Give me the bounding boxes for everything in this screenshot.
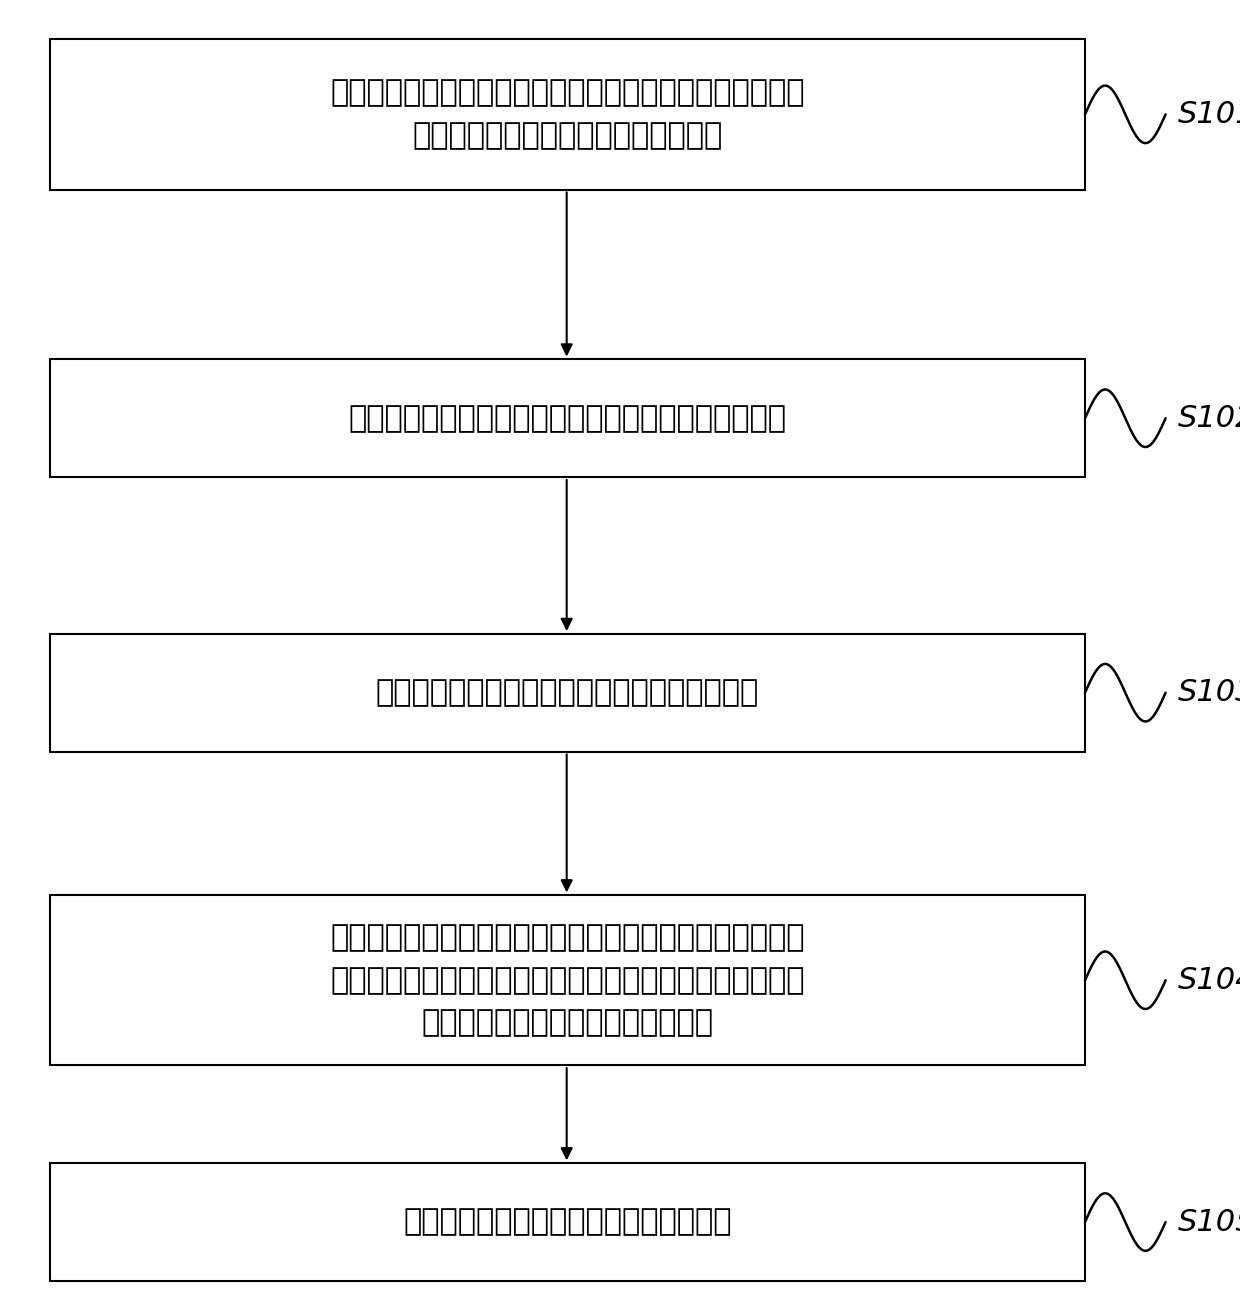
FancyBboxPatch shape xyxy=(50,895,1085,1065)
Text: S101: S101 xyxy=(1178,99,1240,129)
Text: S102: S102 xyxy=(1178,404,1240,433)
FancyBboxPatch shape xyxy=(50,634,1085,752)
FancyBboxPatch shape xyxy=(50,1163,1085,1281)
Text: S105: S105 xyxy=(1178,1208,1240,1236)
Text: S103: S103 xyxy=(1178,678,1240,707)
Text: 建立目标患者的目标牙列三维模型，所述目标牙列三维模型
为下牙列三维模型或者上牙列三维模型: 建立目标患者的目标牙列三维模型，所述目标牙列三维模型 为下牙列三维模型或者上牙列… xyxy=(330,78,805,150)
Text: 在所述牙托板基体三维模型的预设位置设置通孔: 在所述牙托板基体三维模型的预设位置设置通孔 xyxy=(376,678,759,707)
Text: 基于所述牙托板三维模型制作所述牙托板: 基于所述牙托板三维模型制作所述牙托板 xyxy=(403,1208,732,1236)
FancyBboxPatch shape xyxy=(50,359,1085,477)
Text: 在所述牙托板基体三维模型的外侧面建立固定连接部三维模
型，形成牙托板三维模型；其中，所述固定连接部三维模型
与所述牙托板基体三维模型一体连接: 在所述牙托板基体三维模型的外侧面建立固定连接部三维模 型，形成牙托板三维模型；其… xyxy=(330,923,805,1038)
Text: S104: S104 xyxy=(1178,966,1240,995)
Text: 根据所述目标牙列三维模型，获得牙托板基体三维模型: 根据所述目标牙列三维模型，获得牙托板基体三维模型 xyxy=(348,404,786,433)
FancyBboxPatch shape xyxy=(50,39,1085,190)
